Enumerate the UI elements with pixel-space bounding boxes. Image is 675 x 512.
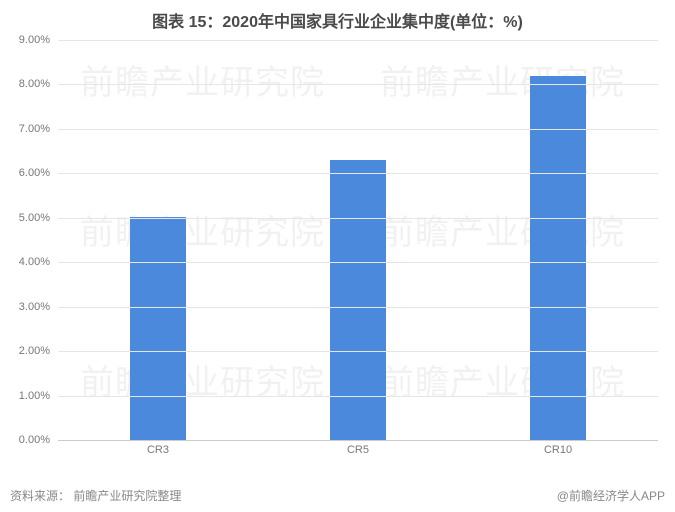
grid-line <box>58 396 658 397</box>
y-tick-label: 9.00% <box>0 34 50 46</box>
y-tick-label: 3.00% <box>0 301 50 313</box>
footer: 资料来源： 前瞻产业研究院整理 @前瞻经济学人APP <box>10 487 665 504</box>
chart-title: 图表 15：2020年中国家具行业企业集中度(单位：%) <box>0 0 675 32</box>
grid-line <box>58 262 658 263</box>
y-tick-label: 2.00% <box>0 345 50 357</box>
grid-line <box>58 129 658 130</box>
grid-line <box>58 218 658 219</box>
x-tick-label: CR5 <box>347 444 369 456</box>
bars-layer <box>58 40 658 440</box>
source-value: 前瞻产业研究院整理 <box>73 489 181 503</box>
chart-area: 0.00%1.00%2.00%3.00%4.00%5.00%6.00%7.00%… <box>58 40 658 460</box>
plot-area: 0.00%1.00%2.00%3.00%4.00%5.00%6.00%7.00%… <box>58 40 658 440</box>
y-tick-label: 7.00% <box>0 123 50 135</box>
x-tick-label: CR10 <box>544 444 572 456</box>
bar <box>130 217 186 440</box>
y-tick-label: 0.00% <box>0 434 50 446</box>
credit-text: @前瞻经济学人APP <box>557 487 665 504</box>
x-axis-labels: CR3 CR5 CR10 <box>58 444 658 464</box>
grid-line <box>58 307 658 308</box>
y-tick-label: 5.00% <box>0 212 50 224</box>
chart-container: 图表 15：2020年中国家具行业企业集中度(单位：%) 前瞻产业研究院前瞻产业… <box>0 0 675 512</box>
bar <box>330 160 386 440</box>
baseline <box>58 440 658 441</box>
y-tick-label: 8.00% <box>0 78 50 90</box>
grid-line <box>58 173 658 174</box>
grid-line <box>58 84 658 85</box>
y-tick-label: 1.00% <box>0 390 50 402</box>
grid-line <box>58 351 658 352</box>
y-tick-label: 6.00% <box>0 167 50 179</box>
bar <box>530 76 586 440</box>
y-tick-label: 4.00% <box>0 256 50 268</box>
source-label: 资料来源： <box>10 489 70 503</box>
grid-line <box>58 40 658 41</box>
x-tick-label: CR3 <box>147 444 169 456</box>
